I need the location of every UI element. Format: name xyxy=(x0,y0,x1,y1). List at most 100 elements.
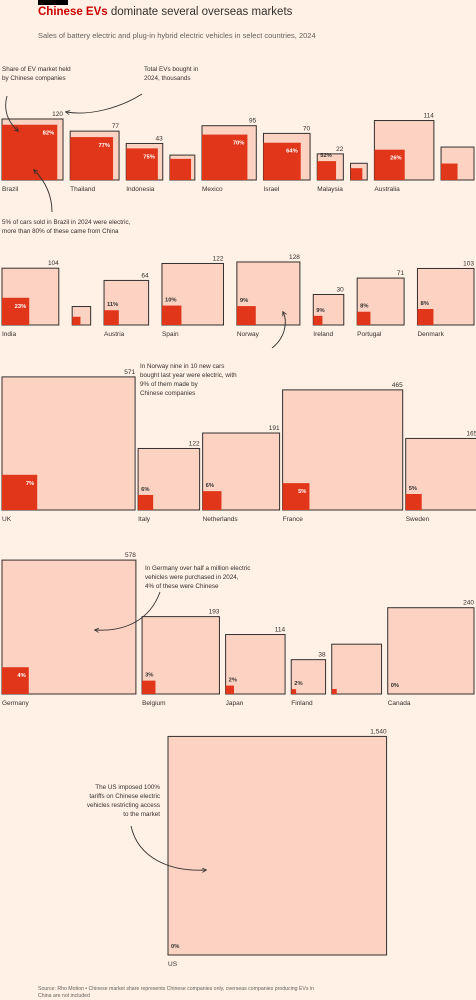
total-square-canada xyxy=(387,607,475,695)
share-label-brazil: 82% xyxy=(43,131,55,137)
share-square-norway xyxy=(236,306,256,325)
total-label-japan: 114 xyxy=(275,627,286,634)
chart-title: Chinese EVs dominate several overseas ma… xyxy=(38,6,292,18)
chart-title-rest: dominate several overseas markets xyxy=(107,6,293,18)
share-label-italy: 6% xyxy=(141,487,149,493)
share-square-israel xyxy=(263,142,301,180)
box-us: 0% 1,540 US xyxy=(167,728,388,968)
total-square-ireland xyxy=(312,293,345,326)
box-finland: 2% 38 Finland xyxy=(290,652,327,707)
total-label-india: 104 xyxy=(48,260,59,267)
source-note: Source: Rho Motion • Chinese market shar… xyxy=(38,986,314,999)
country-label-australia: Australia xyxy=(374,186,400,193)
share-label-australia: 26% xyxy=(390,156,402,162)
box-india: 23% 104 India xyxy=(1,260,60,338)
total-label-canada: 240 xyxy=(463,600,474,607)
total-label-austria: 64 xyxy=(141,272,149,279)
total-label-france: 465 xyxy=(392,382,403,389)
annotation-share-label: Share of EV market held by Chinese compan… xyxy=(2,66,71,82)
total-label-netherlands: 191 xyxy=(269,425,280,432)
country-label-israel: Israel xyxy=(263,186,279,193)
chart-subtitle: Sales of battery electric and plug-in hy… xyxy=(38,31,316,40)
share-label-thailand: 77% xyxy=(98,143,110,149)
total-label-malaysia: 22 xyxy=(336,146,344,153)
country-label-brazil: Brazil xyxy=(2,186,19,193)
box-malaysia: 52% 22 Malaysia xyxy=(316,146,344,193)
country-label-japan: Japan xyxy=(226,700,244,707)
share-square-portugal xyxy=(357,311,371,325)
share-square-brazil xyxy=(2,124,58,180)
share-square-country-7 xyxy=(350,168,363,180)
country-label-norway: Norway xyxy=(237,331,260,338)
share-label-ireland: 9% xyxy=(316,308,324,314)
country-label-italy: Italy xyxy=(138,516,151,523)
annotation-germany-note: In Germany over half a million electric v… xyxy=(145,565,250,590)
total-arrow xyxy=(66,93,143,113)
box-brazil: 82% 120 Brazil xyxy=(1,111,64,193)
total-label-denmark: 103 xyxy=(463,260,474,267)
share-label-mexico: 70% xyxy=(233,141,245,147)
total-label-ireland: 30 xyxy=(337,286,345,293)
total-label-uk: 571 xyxy=(124,369,135,376)
share-square-country-3 xyxy=(169,158,192,180)
annotation-total-label: Total EVs bought in 2024, thousands xyxy=(144,66,199,82)
country-label-germany: Germany xyxy=(2,700,29,707)
brand-bar xyxy=(38,0,68,5)
share-label-denmark: 8% xyxy=(420,301,428,307)
total-label-thailand: 77 xyxy=(112,123,120,130)
country-label-indonesia: Indonesia xyxy=(126,186,155,193)
share-label-indonesia: 75% xyxy=(143,154,155,160)
country-label-ireland: Ireland xyxy=(313,331,333,338)
country-label-denmark: Denmark xyxy=(417,331,444,338)
share-square-japan xyxy=(225,685,235,694)
share-label-malaysia: 52% xyxy=(320,153,332,159)
box-country-9 xyxy=(440,146,475,181)
share-square-malaysia xyxy=(317,161,337,180)
total-label-brazil: 120 xyxy=(52,111,63,118)
share-square-germany xyxy=(2,667,29,694)
total-square-japan xyxy=(225,634,286,695)
share-square-country-27 xyxy=(331,689,337,694)
box-sweden: 5% 165 Sweden xyxy=(405,430,476,523)
box-canada: 0% 240 Canada xyxy=(387,600,475,707)
share-square-austria xyxy=(104,310,119,325)
share-label-belgium: 3% xyxy=(145,673,153,679)
share-square-australia xyxy=(374,149,405,180)
country-label-spain: Spain xyxy=(162,331,179,338)
country-label-malaysia: Malaysia xyxy=(317,186,343,193)
country-label-portugal: Portugal xyxy=(357,331,382,338)
annotation-brazil-note: 5% of cars sold in Brazil in 2024 were e… xyxy=(2,219,131,235)
total-square-finland xyxy=(290,659,327,695)
box-country-27 xyxy=(331,643,383,695)
share-square-country-9 xyxy=(441,163,458,180)
box-portugal: 8% 71 Portugal xyxy=(356,270,405,338)
annotations: Share of EV market held by Chinese compan… xyxy=(2,66,285,870)
country-label-uk: UK xyxy=(2,516,12,523)
share-square-indonesia xyxy=(126,148,158,180)
country-label-mexico: Mexico xyxy=(202,186,223,193)
country-label-finland: Finland xyxy=(291,700,313,707)
share-square-india xyxy=(2,297,30,325)
total-label-australia: 114 xyxy=(424,113,435,120)
share-square-mexico xyxy=(202,134,248,180)
box-country-3 xyxy=(169,154,196,181)
share-label-us: 0% xyxy=(171,944,179,950)
box-denmark: 8% 103 Denmark xyxy=(416,260,475,338)
total-label-israel: 70 xyxy=(303,125,311,132)
share-square-country-11 xyxy=(72,316,81,325)
total-label-norway: 128 xyxy=(289,254,300,261)
box-netherlands: 6% 191 Netherlands xyxy=(202,425,281,523)
box-country-7 xyxy=(350,162,368,181)
share-label-sweden: 5% xyxy=(409,486,417,492)
country-label-canada: Canada xyxy=(388,700,411,707)
norway-arrow xyxy=(271,312,285,349)
total-label-sweden: 165 xyxy=(466,430,476,437)
chart-title-highlight: Chinese EVs xyxy=(38,6,108,18)
box-italy: 6% 122 Italy xyxy=(137,440,201,523)
box-thailand: 77% 77 Thailand xyxy=(69,123,120,193)
share-label-portugal: 8% xyxy=(360,304,368,310)
us-arrow xyxy=(130,825,206,870)
share-square-spain xyxy=(161,305,182,325)
country-label-thailand: Thailand xyxy=(70,186,95,193)
